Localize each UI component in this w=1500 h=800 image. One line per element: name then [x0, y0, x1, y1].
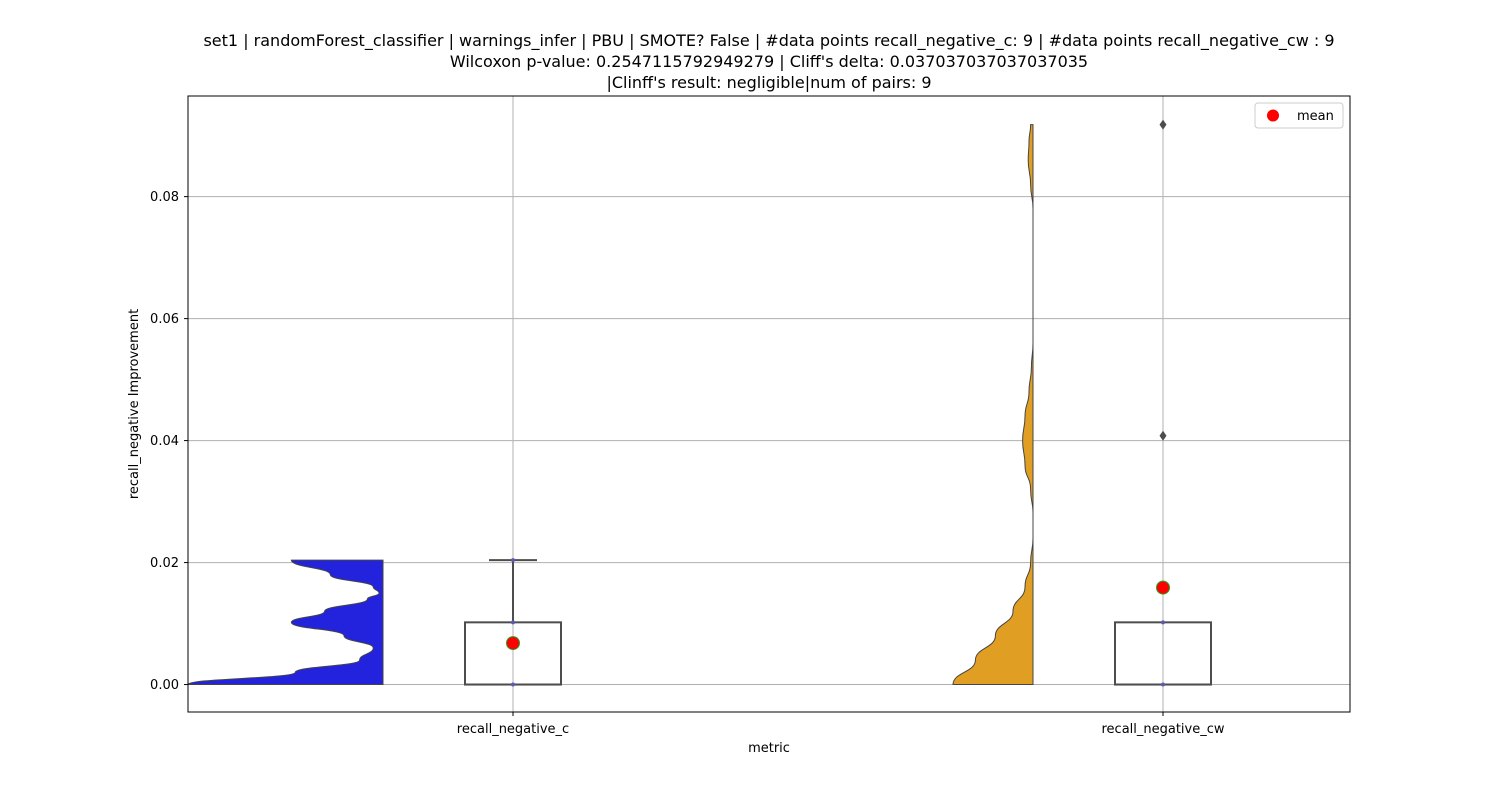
data-point-recall_negative_c	[511, 558, 515, 563]
y-tick-label: 0.04	[150, 434, 179, 449]
legend-frame	[1254, 102, 1344, 129]
box-layer	[464, 119, 1212, 687]
violin-recall_negative_cw	[952, 124, 1034, 686]
x-axis-label: metric	[748, 741, 790, 756]
y-tick-label: 0.08	[150, 190, 179, 205]
plot-frame	[187, 95, 1351, 713]
legend-mean-label: mean	[1297, 109, 1334, 124]
legend: mean	[1254, 102, 1344, 129]
y-axis-label: recall_negative Improvement	[127, 309, 142, 499]
violin-layer	[187, 124, 1034, 686]
mean-marker-recall_negative_cw	[1156, 580, 1170, 595]
legend-mean-marker	[1267, 109, 1279, 122]
y-tick-label: 0.00	[150, 678, 179, 693]
data-point-recall_negative_cw	[1161, 682, 1165, 687]
outlier-recall_negative_cw	[1159, 119, 1167, 130]
x-tick-label: recall_negative_cw	[1101, 722, 1224, 737]
chart-title-line-2: Wilcoxon p-value: 0.2547115792949279 | C…	[449, 52, 1089, 71]
y-tick-label: 0.06	[150, 312, 179, 327]
data-point-recall_negative_c	[511, 620, 515, 625]
y-tick-label: 0.02	[150, 556, 179, 571]
tick-layer: 0.00 0.02 0.04 0.06 0.08 recall_negative_c rec…	[150, 190, 1225, 737]
chart-title-line-3: |Clinff's result: negligible|num of pair…	[606, 73, 932, 92]
chart-title-line-1: set1 | randomForest_classifier | warning…	[203, 31, 1335, 50]
x-tick-label: recall_negative_c	[457, 722, 569, 737]
violin-recall_negative_c	[187, 559, 384, 686]
data-point-recall_negative_cw	[1161, 620, 1165, 625]
data-point-recall_negative_c	[511, 682, 515, 687]
outlier-recall_negative_cw	[1159, 430, 1167, 441]
mean-marker-recall_negative_c	[506, 636, 520, 651]
